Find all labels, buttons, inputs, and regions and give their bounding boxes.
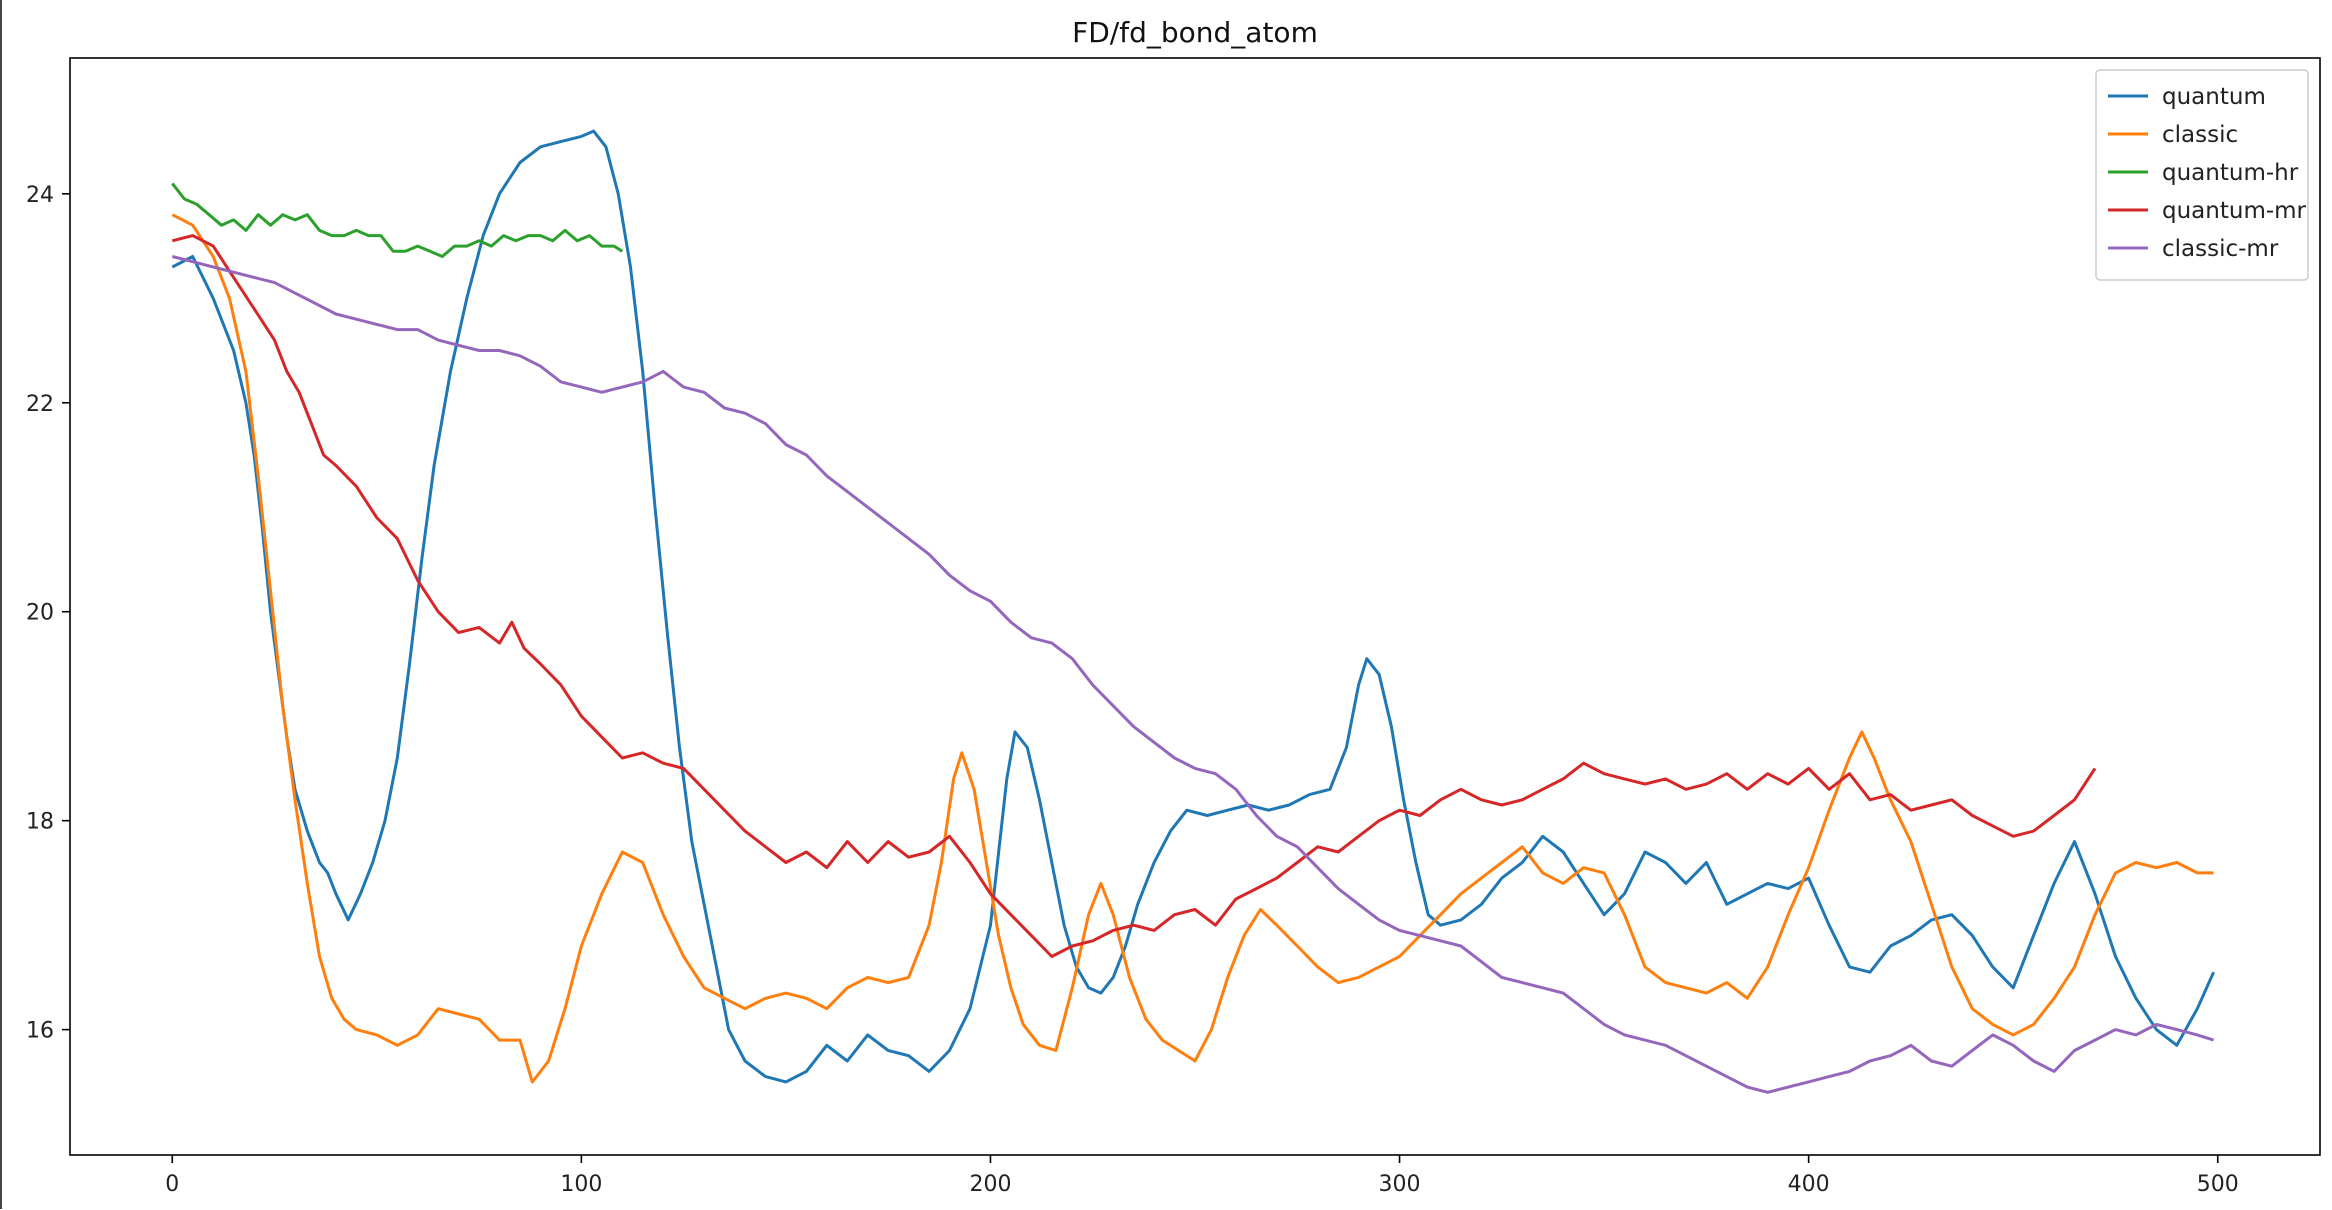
- y-axis: 16 18 20 22 24: [26, 183, 70, 1044]
- legend-box: [2095, 69, 2309, 281]
- y-tick-label: 20: [26, 601, 54, 626]
- x-axis: 0 100 200 300 400 500: [165, 1155, 2239, 1197]
- legend-label-classic: classic: [2162, 122, 2238, 148]
- y-tick-label: 24: [26, 183, 54, 208]
- y-tick-label: 16: [26, 1019, 54, 1044]
- chart-title: FD/fd_bond_atom: [1072, 16, 1318, 49]
- x-tick-label: 200: [969, 1172, 1011, 1197]
- series-line-quantum-mr: [171, 234, 2097, 958]
- x-tick-label: 0: [165, 1172, 179, 1197]
- series-line-classic-mr: [171, 255, 2215, 1094]
- series-line-quantum-hr: [171, 182, 624, 258]
- series-line-quantum: [171, 129, 2215, 1084]
- x-tick-label: 500: [2197, 1172, 2239, 1197]
- legend-label-quantum-hr: quantum-hr: [2162, 160, 2299, 186]
- x-tick-label: 300: [1379, 1172, 1421, 1197]
- legend-label-quantum: quantum: [2162, 84, 2266, 110]
- series-line-classic: [171, 213, 2214, 1084]
- x-tick-label: 100: [560, 1172, 602, 1197]
- y-tick-label: 22: [26, 392, 54, 417]
- legend: quantum classic quantum-hr quantum-mr classi…: [2095, 69, 2309, 281]
- y-tick-label: 18: [26, 810, 54, 835]
- legend-label-classic-mr: classic-mr: [2162, 236, 2279, 262]
- x-tick-label: 400: [1788, 1172, 1830, 1197]
- legend-label-quantum-mr: quantum-mr: [2162, 198, 2307, 224]
- series-lines: [171, 129, 2215, 1094]
- plot-area: [69, 57, 2321, 1156]
